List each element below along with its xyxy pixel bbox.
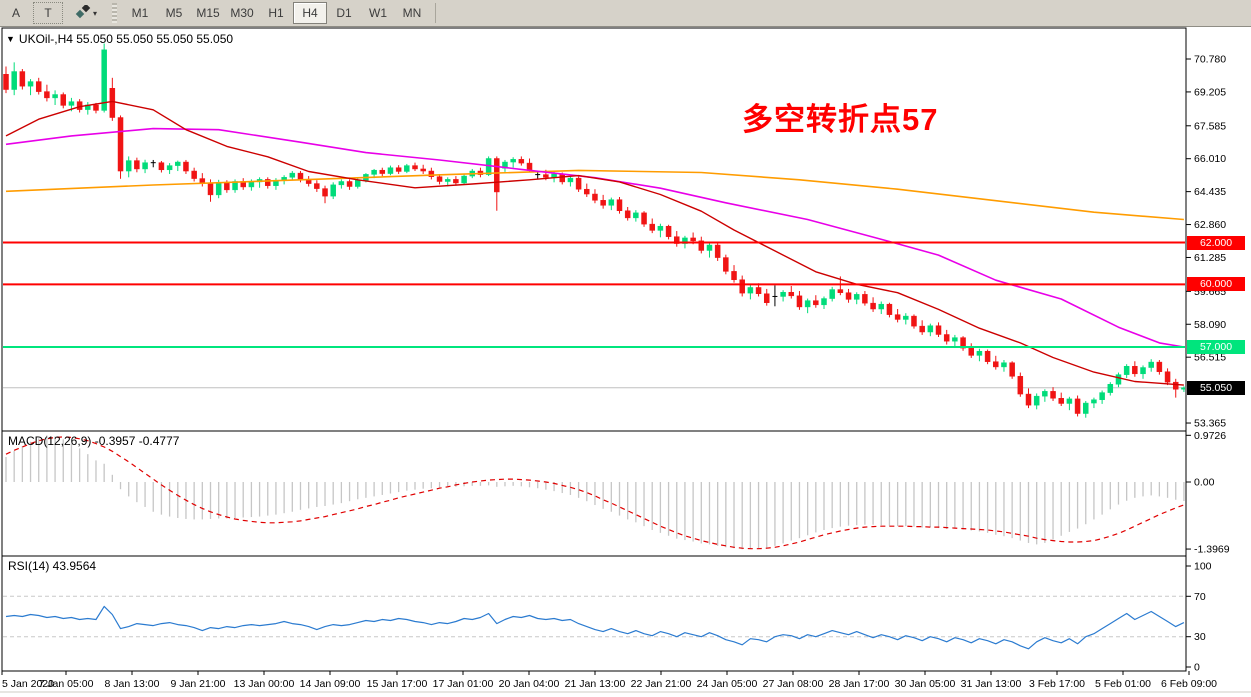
macd-tick-label: 0.00 (1194, 477, 1215, 489)
time-axis-label: 5 Jan 2020 (2, 678, 54, 690)
rsi-tick-label: 70 (1194, 591, 1206, 603)
period-button-MN[interactable]: MN (402, 6, 422, 20)
ma-mid-magenta (5, 127, 1185, 348)
time-axis-label: 3 Feb 17:00 (1029, 678, 1085, 690)
price-tick-label: 66.010 (1194, 153, 1226, 165)
time-axis-label: 5 Feb 01:00 (1095, 678, 1151, 690)
price-tick-label: 64.435 (1194, 186, 1226, 198)
chevron-down-icon: ▾ (92, 8, 97, 18)
text-label-tool-button[interactable]: A (11, 6, 20, 20)
price-pane[interactable] (3, 43, 1186, 418)
time-axis-label: 13 Jan 00:00 (234, 678, 295, 690)
macd-pane[interactable] (5, 435, 1185, 550)
price-badge-62.000: 62.000 (1187, 235, 1245, 250)
macd-axis: 0.9726 0.00 -1.3969 (1186, 430, 1230, 556)
chart-title-text: UKOil-,H4 55.050 55.050 55.050 55.050 (18, 32, 234, 46)
time-axis-label: 14 Jan 09:00 (300, 678, 361, 690)
timeframe-toolbar: M1 M5 M15 M30 H1 H4 D1 W1 MN (123, 2, 429, 24)
toolbar-gripper[interactable] (112, 3, 117, 23)
time-axis-label: 28 Jan 17:00 (829, 678, 890, 690)
period-button-M5[interactable]: M5 (165, 6, 183, 20)
price-tick-label: 53.365 (1194, 418, 1226, 430)
macd-indicator-label: MACD(12,26,9) -0.3957 -0.4777 (8, 434, 180, 448)
price-tick-label: 61.285 (1194, 252, 1226, 264)
time-axis-label: 21 Jan 13:00 (565, 678, 626, 690)
rsi-line (5, 605, 1185, 650)
period-button-H4[interactable]: H4 (293, 2, 327, 24)
macd-tick-label: -1.3969 (1194, 544, 1230, 556)
period-button-M15[interactable]: M15 (196, 6, 220, 20)
time-axis-label: 7 Jan 05:00 (39, 678, 94, 690)
price-tick-label: 58.090 (1194, 319, 1226, 331)
candles (3, 43, 1185, 418)
period-button-H1[interactable]: H1 (268, 6, 284, 20)
price-badge-60.000: 60.000 (1187, 277, 1245, 292)
price-tick-label: 70.780 (1194, 54, 1226, 66)
price-badge-55.050: 55.050 (1187, 380, 1245, 395)
macd-histogram (5, 435, 1185, 550)
period-button-M30[interactable]: M30 (230, 6, 254, 20)
rsi-axis: 100 70 30 0 (1186, 561, 1212, 674)
ma-slow-orange (5, 169, 1184, 221)
price-badge-57.000: 57.000 (1187, 340, 1245, 355)
time-axis-label: 24 Jan 05:00 (697, 678, 758, 690)
time-axis-label: 8 Jan 13:00 (105, 678, 160, 690)
time-axis-label: 9 Jan 21:00 (171, 678, 226, 690)
pane-border-2 (1, 555, 1187, 672)
price-tick-label: 69.205 (1194, 86, 1226, 98)
period-button-D1[interactable]: D1 (336, 6, 352, 20)
macd-signal-line (5, 436, 1185, 550)
chart-title: ▼ UKOil-,H4 55.050 55.050 55.050 55.050 (6, 32, 233, 46)
price-tick-label: 56.515 (1194, 352, 1226, 364)
period-button-M1[interactable]: M1 (131, 6, 149, 20)
time-axis-label: 31 Jan 13:00 (961, 678, 1022, 690)
ma-fast-red (5, 100, 1184, 386)
rsi-pane[interactable] (3, 595, 1185, 650)
rsi-tick-label: 0 (1194, 662, 1200, 674)
time-axis-label: 22 Jan 21:00 (631, 678, 692, 690)
period-button-W1[interactable]: W1 (369, 6, 387, 20)
chart-annotation-text: 多空转折点57 (742, 102, 939, 137)
shapes-dropdown-button[interactable]: ▾ (65, 2, 107, 24)
rsi-tick-label: 30 (1194, 631, 1206, 643)
price-tick-label: 62.860 (1194, 219, 1226, 231)
chart-title-triangle-icon[interactable]: ▼ (6, 33, 15, 44)
time-axis-label: 15 Jan 17:00 (367, 678, 428, 690)
toolbar-separator (435, 3, 436, 23)
time-axis-label: 20 Jan 04:00 (499, 678, 560, 690)
pane-border-1 (1, 430, 1187, 557)
time-axis-label: 27 Jan 08:00 (763, 678, 824, 690)
time-axis-label: 30 Jan 05:00 (895, 678, 956, 690)
shapes-icon (75, 3, 91, 22)
rsi-indicator-label: RSI(14) 43.9564 (8, 559, 97, 573)
time-axis-label: 6 Feb 09:00 (1161, 678, 1217, 690)
text-box-tool-button[interactable]: T (33, 2, 63, 24)
macd-tick-label: 0.9726 (1194, 430, 1226, 442)
rsi-tick-label: 100 (1194, 561, 1212, 573)
price-tick-label: 67.585 (1194, 120, 1226, 132)
toolbar: A T ▾ M1 M5 M15 M30 H1 H4 D1 W1 MN (0, 0, 1251, 27)
pane-border-0 (1, 27, 1187, 432)
time-axis-label: 17 Jan 01:00 (433, 678, 494, 690)
